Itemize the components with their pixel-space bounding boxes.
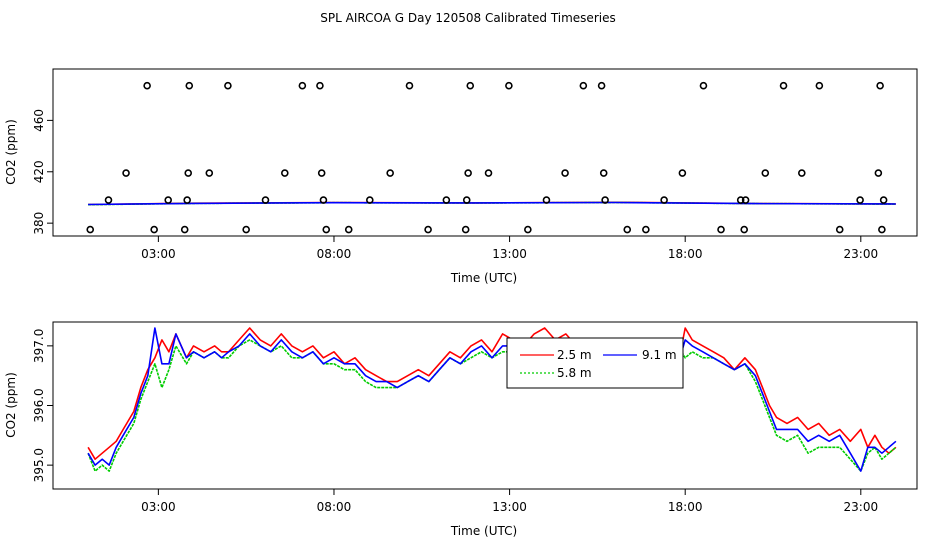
- x-tick-label: 13:00: [492, 500, 527, 514]
- bottom-plot-marks: [87, 327, 897, 472]
- top-x-axis-label: Time (UTC): [450, 271, 517, 285]
- reference-point: [86, 225, 95, 234]
- reference-point: [561, 169, 569, 177]
- reference-point: [365, 196, 374, 204]
- reference-point: [316, 81, 324, 90]
- legend: 2.5 m 9.1 m 5.8 m: [506, 337, 684, 389]
- reference-point: [740, 225, 749, 234]
- legend-label-9-1m: 9.1 m: [642, 348, 677, 362]
- reference-point: [424, 225, 432, 234]
- reference-point: [699, 81, 708, 90]
- reference-point: [150, 225, 158, 234]
- reference-point: [344, 225, 353, 234]
- reference-point: [601, 196, 609, 204]
- top-y-axis: 380 420 460: [32, 109, 54, 235]
- y-tick-label: 380: [32, 212, 46, 235]
- bottom-y-axis: 395.0 396.0 397.0: [32, 329, 54, 482]
- reference-point: [322, 225, 331, 234]
- reference-point: [484, 169, 493, 177]
- reference-point: [405, 81, 414, 90]
- x-tick-label: 18:00: [668, 500, 703, 514]
- reference-point: [185, 81, 194, 90]
- reference-point: [104, 196, 113, 204]
- top-y-axis-label: CO2 (ppm): [4, 119, 18, 185]
- reference-point: [184, 169, 193, 177]
- reference-point: [143, 81, 151, 90]
- reference-point: [319, 196, 328, 204]
- reference-point: [261, 196, 270, 204]
- reference-point: [741, 196, 750, 204]
- reference-point: [660, 196, 668, 204]
- reference-point: [461, 225, 470, 234]
- reference-point: [623, 225, 632, 234]
- reference-point: [505, 81, 513, 90]
- reference-point: [164, 196, 172, 204]
- x-tick-label: 23:00: [844, 500, 879, 514]
- bottom-panel-co2-timeseries: 03:00 08:00 13:00 18:00 23:00 395.0 396.0 397.…: [4, 321, 918, 538]
- x-tick-label: 08:00: [317, 500, 352, 514]
- x-tick-label: 08:00: [317, 247, 352, 261]
- reference-point: [317, 169, 326, 177]
- reference-point: [298, 81, 307, 90]
- series-line-2-5-m: [87, 327, 897, 461]
- reference-point: [879, 196, 888, 204]
- legend-label-5-8m: 5.8 m: [557, 366, 592, 380]
- reference-point: [878, 225, 886, 234]
- reference-point: [442, 196, 451, 204]
- reference-point: [386, 169, 394, 177]
- reference-point: [281, 169, 289, 177]
- reference-point: [205, 169, 214, 177]
- figure-title: SPL AIRCOA G Day 120508 Calibrated Times…: [320, 11, 615, 25]
- series-line-9-1-m: [87, 327, 897, 472]
- reference-point: [642, 225, 650, 234]
- reference-point: [761, 169, 770, 177]
- reference-point: [180, 225, 189, 234]
- y-tick-label: 396.0: [32, 388, 46, 422]
- reference-point: [876, 81, 884, 90]
- y-tick-label: 395.0: [32, 448, 46, 482]
- reference-point: [122, 169, 130, 177]
- reference-point: [542, 196, 551, 204]
- y-tick-label: 420: [32, 160, 46, 183]
- reference-point: [462, 196, 471, 204]
- reference-point: [874, 169, 883, 177]
- y-tick-label: 460: [32, 109, 46, 132]
- reference-point: [597, 81, 606, 90]
- reference-point: [466, 81, 475, 90]
- y-tick-label: 397.0: [32, 329, 46, 363]
- reference-point: [678, 169, 687, 177]
- series-line-5-8-m: [87, 339, 897, 472]
- x-tick-label: 18:00: [668, 247, 703, 261]
- top-x-axis: 03:00 08:00 13:00 18:00 23:00: [141, 235, 879, 261]
- reference-point: [183, 196, 191, 204]
- top-plot-marks: [86, 81, 896, 234]
- reference-point: [242, 225, 250, 234]
- reference-point: [856, 196, 864, 204]
- reference-point: [524, 225, 532, 234]
- legend-box: [506, 337, 684, 389]
- reference-point: [797, 169, 806, 177]
- reference-point: [815, 81, 824, 90]
- bottom-x-axis: 03:00 08:00 13:00 18:00 23:00: [141, 488, 879, 514]
- series-line-9-1-m: [88, 201, 896, 206]
- reference-point: [599, 169, 608, 177]
- x-tick-label: 23:00: [844, 247, 879, 261]
- reference-point: [464, 169, 472, 177]
- reference-point: [736, 196, 745, 204]
- reference-point: [779, 81, 788, 90]
- bottom-x-axis-label: Time (UTC): [450, 524, 517, 538]
- legend-label-2-5m: 2.5 m: [557, 348, 592, 362]
- x-tick-label: 13:00: [492, 247, 527, 261]
- x-tick-label: 03:00: [141, 500, 176, 514]
- x-tick-label: 03:00: [141, 247, 176, 261]
- bottom-y-axis-label: CO2 (ppm): [4, 372, 18, 438]
- reference-point: [224, 81, 232, 90]
- reference-point: [835, 225, 844, 234]
- reference-point: [579, 81, 588, 90]
- top-plot-frame: [52, 68, 918, 237]
- reference-point: [717, 225, 725, 234]
- top-panel-reference-points: 03:00 08:00 13:00 18:00 23:00 380 420 460 Time…: [4, 68, 918, 285]
